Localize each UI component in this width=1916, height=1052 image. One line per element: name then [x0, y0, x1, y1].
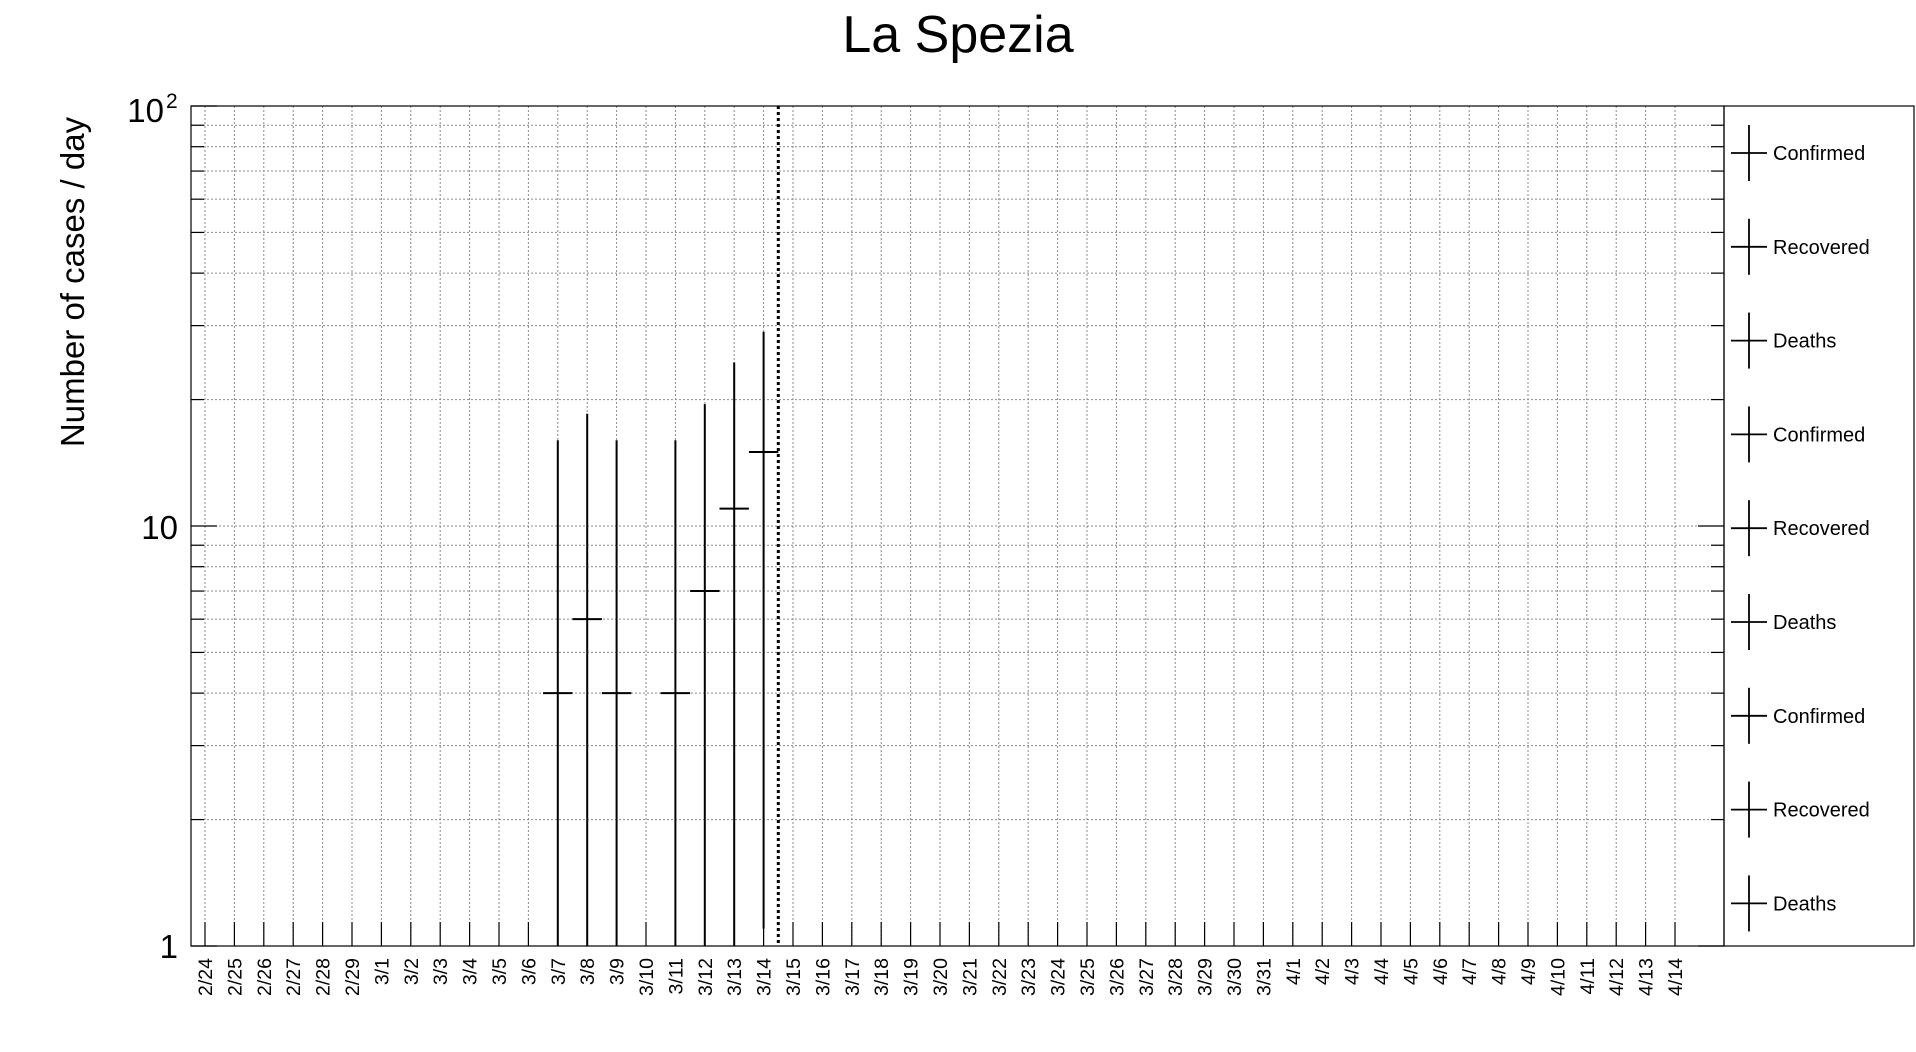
x-tick-label-3/31: 3/31 — [1253, 958, 1275, 996]
x-tick-label-2/29: 2/29 — [342, 958, 364, 996]
x-tick-label-3/9: 3/9 — [607, 958, 629, 985]
x-tick-label-2/28: 2/28 — [313, 958, 335, 996]
y-tick-label-10: 10 — [141, 509, 178, 546]
x-tick-label-3/21: 3/21 — [959, 958, 981, 996]
x-tick-label-3/2: 3/2 — [401, 958, 423, 985]
x-tick-labels: 2/24 2/25 2/26 2/27 2/28 2/29 3/1 3/2 3/3 3/4 3/5 3… — [195, 958, 1687, 996]
x-tick-label-3/24: 3/24 — [1048, 958, 1070, 996]
x-tick-label-4/14: 4/14 — [1665, 958, 1687, 996]
legend-label: Confirmed — [1773, 706, 1865, 728]
x-tick-label-3/25: 3/25 — [1077, 958, 1099, 996]
legend-label: Recovered — [1773, 237, 1870, 259]
x-tick-label-3/18: 3/18 — [871, 958, 893, 996]
x-tick-label-3/20: 3/20 — [930, 958, 952, 996]
legend-label: Deaths — [1773, 893, 1836, 915]
x-tick-label-4/5: 4/5 — [1400, 958, 1422, 985]
x-tick-label-3/16: 3/16 — [812, 958, 834, 996]
legend-entry-confirmed-4: Confirmed — [1731, 406, 1865, 463]
x-tick-label-2/24: 2/24 — [195, 958, 217, 996]
legend-label: Confirmed — [1773, 143, 1865, 165]
x-tick-label-3/6: 3/6 — [518, 958, 540, 985]
x-tick-label-4/13: 4/13 — [1636, 958, 1658, 996]
x-tick-label-2/26: 2/26 — [254, 958, 276, 996]
x-tick-label-3/3: 3/3 — [430, 958, 452, 985]
data-point-3/8 — [572, 413, 602, 946]
x-tick-label-4/1: 4/1 — [1283, 958, 1305, 985]
y-axis-label: Number of cases / day — [54, 116, 91, 447]
x-tick-label-3/14: 3/14 — [754, 958, 776, 996]
x-tick-label-4/12: 4/12 — [1606, 958, 1628, 996]
data-point-3/12 — [690, 404, 720, 946]
x-tick-label-3/22: 3/22 — [989, 958, 1011, 996]
x-tick-label-3/10: 3/10 — [636, 958, 658, 996]
legend-label: Confirmed — [1773, 424, 1865, 446]
legend-entry-recovered-8: Recovered — [1731, 781, 1870, 838]
data-point-3/11 — [660, 440, 691, 946]
x-tick-label-3/17: 3/17 — [842, 958, 864, 996]
legend-entry-confirmed-1: Confirmed — [1731, 125, 1865, 181]
x-tick-label-3/4: 3/4 — [460, 958, 482, 985]
legend-entry-deaths-9: Deaths — [1731, 875, 1836, 932]
x-tick-label-3/5: 3/5 — [489, 958, 511, 985]
x-tick-label-3/8: 3/8 — [577, 958, 599, 985]
x-tick-label-3/11: 3/11 — [665, 958, 687, 995]
legend-label: Deaths — [1773, 612, 1836, 634]
legend-label: Recovered — [1773, 800, 1870, 822]
x-tick-label-3/30: 3/30 — [1224, 958, 1246, 996]
legend-label: Deaths — [1773, 331, 1836, 353]
legend: Confirmed Recovered Deaths Confirmed Recover… — [1731, 125, 1870, 932]
x-tick-label-3/15: 3/15 — [783, 958, 805, 996]
data-point-3/7 — [543, 440, 573, 946]
y-tick-label-100-exponent: 2 — [166, 90, 178, 113]
legend-entry-confirmed-7: Confirmed — [1731, 687, 1865, 744]
y-tick-label-1: 1 — [160, 928, 178, 965]
x-tick-label-3/28: 3/28 — [1165, 958, 1187, 996]
x-tick-label-3/1: 3/1 — [371, 958, 393, 985]
data-point-3/9 — [601, 440, 632, 946]
chart-title: La Spezia — [842, 6, 1073, 64]
data-point-3/13 — [719, 362, 749, 946]
x-tick-label-3/19: 3/19 — [901, 958, 923, 996]
x-tick-label-4/2: 4/2 — [1312, 958, 1334, 985]
x-tick-label-4/8: 4/8 — [1489, 958, 1511, 985]
x-tick-label-3/29: 3/29 — [1195, 958, 1217, 996]
x-tick-label-4/9: 4/9 — [1518, 958, 1540, 985]
axis-ticks — [191, 105, 1724, 947]
legend-entry-deaths-6: Deaths — [1731, 594, 1836, 650]
x-tick-label-4/7: 4/7 — [1459, 958, 1481, 985]
x-tick-label-3/13: 3/13 — [724, 958, 746, 996]
data-point-3/14 — [748, 331, 779, 929]
x-tick-label-2/25: 2/25 — [224, 958, 246, 996]
x-tick-label-4/10: 4/10 — [1547, 958, 1569, 996]
legend-entry-recovered-5: Recovered — [1731, 500, 1870, 557]
x-tick-label-3/26: 3/26 — [1106, 958, 1128, 996]
legend-entry-recovered-2: Recovered — [1731, 218, 1870, 275]
legend-label: Recovered — [1773, 518, 1870, 540]
x-tick-label-3/23: 3/23 — [1018, 958, 1040, 996]
legend-entry-deaths-3: Deaths — [1731, 312, 1836, 369]
x-tick-label-4/3: 4/3 — [1342, 958, 1364, 985]
grid — [191, 106, 1724, 946]
x-tick-label-3/12: 3/12 — [695, 958, 717, 996]
x-tick-label-3/7: 3/7 — [548, 958, 570, 985]
x-tick-label-4/6: 4/6 — [1430, 958, 1452, 985]
x-tick-label-2/27: 2/27 — [283, 958, 305, 996]
data-points — [543, 331, 779, 946]
y-tick-label-100-base: 10 — [127, 92, 164, 129]
x-tick-label-3/27: 3/27 — [1136, 958, 1158, 996]
x-tick-label-4/11: 4/11 — [1577, 958, 1599, 995]
x-tick-label-4/4: 4/4 — [1371, 958, 1393, 985]
